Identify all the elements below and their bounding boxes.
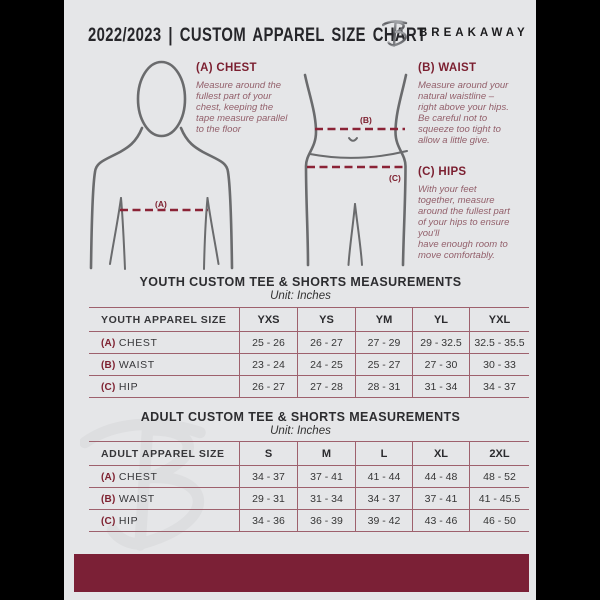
navel-mark [348, 137, 358, 142]
hips-instruction-body: With your feet together, measure around … [418, 184, 510, 261]
brand-name: BREAKAWAY [419, 26, 529, 39]
right-armpit-line [206, 197, 220, 265]
left-shoulder-arm [89, 126, 144, 270]
page-title: 2022/2023 | CUSTOM APPAREL SIZE CHART [88, 25, 427, 46]
waist-instruction-body: Measure around your natural waistline – … [418, 80, 509, 146]
youth-col-yl: YL [412, 307, 470, 332]
pillarbox-left [0, 0, 64, 600]
youth-table-header-row: YOUTH APPAREL SIZE YXS YS YM YL YXL [89, 307, 529, 332]
adult-size-table: ADULT APPAREL SIZE S M L XL 2XL (A) CHES… [89, 441, 529, 532]
youth-col-yxs: YXS [239, 307, 298, 332]
youth-col-ym: YM [355, 307, 413, 332]
youth-size-col-header: YOUTH APPAREL SIZE [101, 313, 227, 326]
adult-section-unit: Unit: Inches [270, 425, 331, 437]
youth-size-table: YOUTH APPAREL SIZE YXS YS YM YL YXL (A) … [89, 307, 529, 398]
right-inner-leg [354, 203, 363, 266]
adult-chest-row: (A) CHEST 34 - 37 37 - 41 41 - 44 44 - 4… [89, 465, 529, 488]
adult-size-col-header: ADULT APPAREL SIZE [101, 447, 225, 460]
adult-hip-row: (C) HIP 34 - 36 36 - 39 39 - 42 43 - 46 … [89, 509, 529, 532]
pillarbox-right [536, 0, 600, 600]
youth-waist-row: (B) WAIST 23 - 24 24 - 25 25 - 27 27 - 3… [89, 353, 529, 376]
adult-col-m: M [297, 441, 356, 466]
hip-crease-curve [309, 150, 408, 159]
right-body-outline [394, 73, 408, 267]
adult-col-l: L [355, 441, 413, 466]
waist-instruction-heading: (B) WAIST [418, 62, 477, 74]
youth-section-unit: Unit: Inches [270, 290, 331, 302]
torso-diagram: (A) [89, 60, 234, 270]
hips-instruction-heading: (C) HIPS [418, 166, 467, 178]
right-shoulder-arm [179, 126, 234, 270]
youth-chest-row: (A) CHEST 25 - 26 26 - 27 27 - 29 29 - 3… [89, 331, 529, 354]
chest-instruction-heading: (A) CHEST [196, 62, 257, 74]
adult-col-xl: XL [412, 441, 470, 466]
waist-measure-label: (B) [360, 115, 372, 125]
adult-table-header-row: ADULT APPAREL SIZE S M L XL 2XL [89, 441, 529, 466]
youth-hip-row: (C) HIP 26 - 27 27 - 28 28 - 31 31 - 34 … [89, 375, 529, 398]
left-body-outline [303, 73, 318, 267]
breakaway-monogram-icon [382, 20, 408, 47]
youth-section-title: YOUTH CUSTOM TEE & SHORTS MEASUREMENTS [139, 275, 462, 289]
youth-col-ys: YS [297, 307, 356, 332]
right-torso-side [203, 197, 209, 270]
adult-col-2xl: 2XL [469, 441, 529, 466]
chest-measure-label: (A) [155, 199, 167, 209]
chest-instruction-body: Measure around the fullest part of your … [196, 80, 288, 135]
hips-measure-label: (C) [389, 173, 401, 183]
size-chart-page: 2022/2023 | CUSTOM APPAREL SIZE CHART [64, 0, 536, 600]
left-armpit-line [109, 197, 122, 265]
brand-lockup: BREAKAWAY [382, 16, 529, 49]
head-outline [136, 60, 187, 138]
left-torso-side [120, 197, 126, 270]
youth-col-yxl: YXL [469, 307, 529, 332]
lower-body-diagram: (B) (C) [303, 73, 408, 267]
footer-accent-bar [74, 554, 529, 592]
adult-section-title: ADULT CUSTOM TEE & SHORTS MEASUREMENTS [140, 410, 461, 424]
left-inner-leg [347, 203, 356, 266]
adult-waist-row: (B) WAIST 29 - 31 31 - 34 34 - 37 37 - 4… [89, 487, 529, 510]
adult-col-s: S [239, 441, 298, 466]
